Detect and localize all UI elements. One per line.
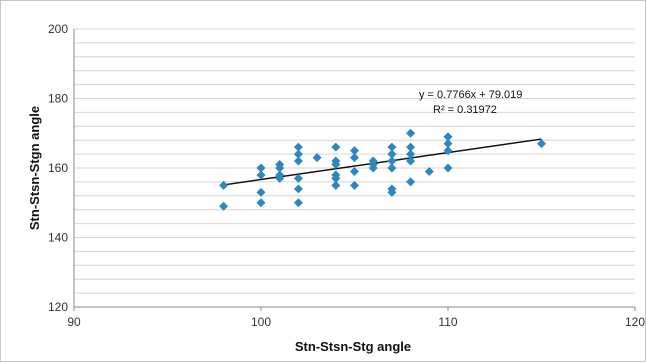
data-point [257, 170, 266, 179]
y-tick-label: 120 [48, 300, 68, 314]
trendline-r-squared: R² = 0.31972 [433, 104, 497, 116]
y-axis-title: Stn-Stsn-Stgn angle [27, 106, 42, 230]
data-point [294, 157, 303, 166]
trendline [224, 139, 542, 185]
y-tick-label: 140 [48, 231, 68, 245]
x-tick-label: 110 [438, 315, 457, 329]
data-point [406, 177, 415, 186]
y-tick-label: 180 [48, 92, 68, 106]
data-point [294, 184, 303, 193]
y-tick-label: 160 [48, 161, 68, 175]
data-point [257, 198, 266, 207]
data-point [331, 143, 340, 152]
x-tick-label: 100 [251, 315, 271, 329]
x-tick-label: 90 [67, 315, 81, 329]
y-tick-label: 200 [48, 22, 68, 36]
data-point [406, 129, 415, 138]
trendline-equation: y = 0.7766x + 79.019 [419, 89, 522, 101]
data-point [294, 198, 303, 207]
trendline-layer [224, 139, 542, 185]
data-points [219, 129, 546, 211]
data-point [444, 164, 453, 173]
data-point [387, 164, 396, 173]
x-tick-label: 120 [625, 315, 645, 329]
tick-labels: 120 140 160 180 200 90 100 110 120 [48, 22, 645, 329]
x-axis-title: Stn-Stsn-Stg angle [295, 339, 411, 354]
